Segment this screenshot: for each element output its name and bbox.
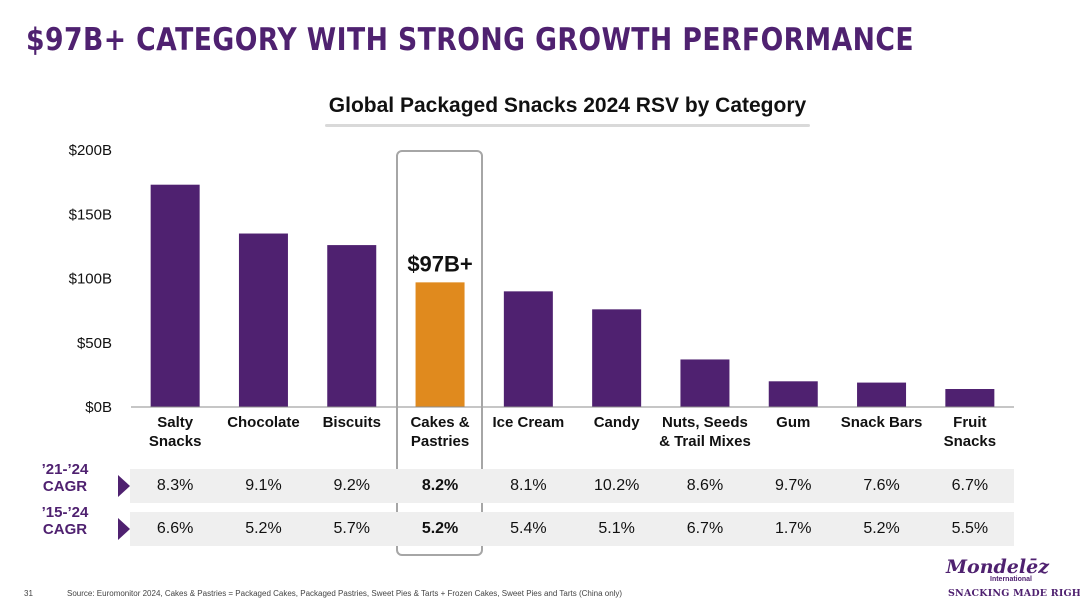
y-tick-label: $0B xyxy=(85,399,112,416)
cagr-value: 8.2% xyxy=(421,477,459,494)
cagr-row-label: ’15-’24 CAGR xyxy=(41,504,89,538)
cagr-value: 6.6% xyxy=(156,520,194,537)
cagr-value: 5.4% xyxy=(510,520,547,537)
cagr-value: 5.2% xyxy=(421,520,459,537)
chart-title-underline xyxy=(325,124,810,127)
cagr-value: 5.2% xyxy=(245,520,282,537)
bar-snack-bars xyxy=(857,382,907,407)
tagline: SNACKING MADE RIGHT xyxy=(948,588,1080,599)
cagr-value: 5.7% xyxy=(333,520,370,537)
y-tick-label: $100B xyxy=(69,271,112,288)
cagr-value: 7.6% xyxy=(863,477,900,494)
bar-candy xyxy=(592,309,642,407)
cagr-value: 6.7% xyxy=(951,477,989,494)
cagr-arrow-icon xyxy=(118,518,130,540)
category-label: Gum xyxy=(776,414,810,431)
bar-biscuits xyxy=(327,245,377,407)
chart-title: Global Packaged Snacks 2024 RSV by Categ… xyxy=(328,94,807,117)
y-tick-label: $50B xyxy=(77,335,112,352)
cagr-arrow-icon xyxy=(118,475,130,497)
page-number: 31 xyxy=(24,589,33,598)
category-label: Nuts, Seeds & Trail Mixes xyxy=(659,414,751,450)
bar-nuts-seeds-trail-mixes xyxy=(680,359,730,407)
cagr-value: 9.2% xyxy=(333,477,370,494)
category-label: Chocolate xyxy=(227,414,300,431)
logo-subtext: International xyxy=(990,576,1033,583)
cagr-value: 1.7% xyxy=(775,520,812,537)
cagr-value: 10.2% xyxy=(593,477,640,494)
cagr-value: 5.5% xyxy=(951,520,989,537)
category-label: Salty Snacks xyxy=(149,414,202,450)
bar-cakes-pastries xyxy=(415,282,465,407)
bar-gum xyxy=(768,381,818,407)
category-label: Candy xyxy=(594,414,641,431)
source-note: Source: Euromonitor 2024, Cakes & Pastri… xyxy=(67,589,623,598)
page-headline: $97B+ CATEGORY WITH STRONG GROWTH PERFOR… xyxy=(26,22,915,58)
cagr-row-background xyxy=(130,469,1014,503)
bar-salty-snacks xyxy=(150,184,200,407)
cagr-value: 5.1% xyxy=(598,520,635,537)
cagr-value: 5.2% xyxy=(863,520,900,537)
bar-chocolate xyxy=(238,233,288,407)
bar-ice-cream xyxy=(503,291,553,407)
company-logo: Mondelēz xyxy=(946,556,1049,578)
cagr-value: 6.7% xyxy=(686,520,724,537)
highlight-data-label: $97B+ xyxy=(407,251,472,276)
category-label: Biscuits xyxy=(323,414,381,431)
cagr-value: 8.3% xyxy=(156,477,194,494)
bar-fruit-snacks xyxy=(945,389,995,407)
y-tick-label: $150B xyxy=(69,206,112,223)
cagr-row-label: ’21-’24 CAGR xyxy=(41,461,89,495)
category-label: Fruit Snacks xyxy=(944,414,997,450)
highlight-box-cakes-pastries xyxy=(396,150,483,556)
cagr-row-background xyxy=(130,512,1014,546)
category-label: Ice Cream xyxy=(492,414,564,431)
category-label: Cakes & Pastries xyxy=(410,414,469,450)
category-label: Snack Bars xyxy=(841,414,923,431)
cagr-value: 9.7% xyxy=(775,477,812,494)
cagr-value: 8.6% xyxy=(686,477,724,494)
cagr-value: 9.1% xyxy=(245,477,282,494)
cagr-value: 8.1% xyxy=(510,477,547,494)
y-tick-label: $200B xyxy=(69,142,112,159)
